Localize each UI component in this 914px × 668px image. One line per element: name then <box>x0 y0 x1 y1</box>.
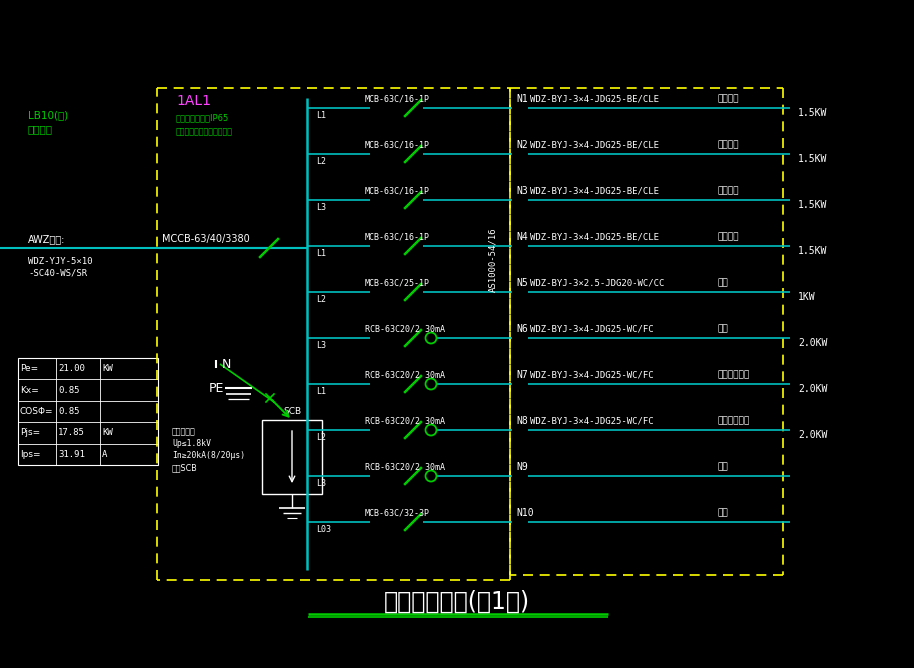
Text: 仓库分配电箱(共1台): 仓库分配电箱(共1台) <box>384 590 530 614</box>
Text: 1KW: 1KW <box>798 292 815 302</box>
Text: Up≤1.8kV: Up≤1.8kV <box>172 440 211 448</box>
Text: AS1000-54/16: AS1000-54/16 <box>488 228 497 293</box>
Text: RCB-63C20/2 30mA: RCB-63C20/2 30mA <box>365 371 445 379</box>
Text: MCCB-63/40/3380: MCCB-63/40/3380 <box>162 234 250 244</box>
Text: 户外型防护等级IP65: 户外型防护等级IP65 <box>176 114 229 122</box>
Text: N1: N1 <box>516 94 527 104</box>
Text: WDZ-BYJ-3×4-JDG25-WC/FC: WDZ-BYJ-3×4-JDG25-WC/FC <box>530 417 654 426</box>
Text: 1.5KW: 1.5KW <box>798 200 827 210</box>
Text: MCB-63C/16-1P: MCB-63C/16-1P <box>365 186 430 196</box>
Text: 仓库插座预留: 仓库插座预留 <box>718 417 750 426</box>
Text: RCB-63C20/2 30mA: RCB-63C20/2 30mA <box>365 462 445 472</box>
Text: RCB-63C20/2 30mA: RCB-63C20/2 30mA <box>365 417 445 426</box>
Text: WDZ-BYJ-3×4-JDG25-WC/FC: WDZ-BYJ-3×4-JDG25-WC/FC <box>530 371 654 379</box>
Text: L2: L2 <box>316 156 326 166</box>
Text: WDZ-BYJ-3×4-JDG25-WC/FC: WDZ-BYJ-3×4-JDG25-WC/FC <box>530 325 654 333</box>
Text: AWZ进线:: AWZ进线: <box>28 234 66 244</box>
Text: MCB-63C/16-1P: MCB-63C/16-1P <box>365 140 430 150</box>
Text: N8: N8 <box>516 416 527 426</box>
Text: 筱内电器元器件采用阻燃型: 筱内电器元器件采用阻燃型 <box>176 128 233 136</box>
Text: 1AL1: 1AL1 <box>176 94 211 108</box>
Text: MCB-63C/32-3P: MCB-63C/32-3P <box>365 508 430 518</box>
Text: 1.5KW: 1.5KW <box>798 246 827 256</box>
Text: -SC40-WS/SR: -SC40-WS/SR <box>28 269 87 277</box>
Text: 21.00: 21.00 <box>58 364 85 373</box>
Text: SCB: SCB <box>283 407 301 417</box>
Text: In≥20kA(8/20μs): In≥20kA(8/20μs) <box>172 452 245 460</box>
Text: 2.0KW: 2.0KW <box>798 384 827 394</box>
Text: RCB-63C20/2 30mA: RCB-63C20/2 30mA <box>365 325 445 333</box>
Text: 备用: 备用 <box>718 462 728 472</box>
Text: L2: L2 <box>316 432 326 442</box>
Text: N9: N9 <box>516 462 527 472</box>
Text: 仓库照明: 仓库照明 <box>718 140 739 150</box>
Text: COSΦ=: COSΦ= <box>20 407 54 416</box>
Text: LB10(改): LB10(改) <box>28 110 69 120</box>
Text: L3: L3 <box>316 202 326 212</box>
Text: 节能看控器: 节能看控器 <box>172 428 196 436</box>
Text: L3: L3 <box>316 341 326 349</box>
Text: 2.0KW: 2.0KW <box>798 430 827 440</box>
Text: L1: L1 <box>316 387 326 395</box>
Text: L1: L1 <box>316 110 326 120</box>
Text: MCB-63C/25-1P: MCB-63C/25-1P <box>365 279 430 287</box>
Bar <box>262 420 322 494</box>
Text: L1: L1 <box>316 248 326 257</box>
Text: PE: PE <box>209 381 224 395</box>
Text: L03: L03 <box>316 524 331 534</box>
Text: 照明: 照明 <box>718 279 728 287</box>
Text: 2.0KW: 2.0KW <box>798 338 827 348</box>
Text: Pe=: Pe= <box>20 364 38 373</box>
Text: 17.85: 17.85 <box>58 428 85 438</box>
Text: 厂家订货: 厂家订货 <box>28 124 53 134</box>
Text: N2: N2 <box>516 140 527 150</box>
Text: 1.5KW: 1.5KW <box>798 108 827 118</box>
Text: N: N <box>222 357 231 371</box>
Text: Kx=: Kx= <box>20 385 38 395</box>
Text: 0.85: 0.85 <box>58 407 80 416</box>
Text: MCB-63C/16-1P: MCB-63C/16-1P <box>365 94 430 104</box>
Text: Ips=: Ips= <box>20 450 40 459</box>
Text: 1.5KW: 1.5KW <box>798 154 827 164</box>
Text: Pjs=: Pjs= <box>20 428 40 438</box>
Text: 仓库照明: 仓库照明 <box>718 186 739 196</box>
Text: WDZ-BYJ-3×2.5-JDG20-WC/CC: WDZ-BYJ-3×2.5-JDG20-WC/CC <box>530 279 664 287</box>
Text: MCB-63C/16-1P: MCB-63C/16-1P <box>365 232 430 242</box>
Text: KW: KW <box>102 428 112 438</box>
Text: 备用: 备用 <box>718 508 728 518</box>
Text: WDZ-YJY-5×10: WDZ-YJY-5×10 <box>28 257 92 265</box>
Text: A: A <box>102 450 107 459</box>
Text: 勜次SCB: 勜次SCB <box>172 464 197 472</box>
Text: 31.91: 31.91 <box>58 450 85 459</box>
Text: WDZ-BYJ-3×4-JDG25-BE/CLE: WDZ-BYJ-3×4-JDG25-BE/CLE <box>530 186 659 196</box>
Text: KW: KW <box>102 364 112 373</box>
Text: 0.85: 0.85 <box>58 385 80 395</box>
Text: N10: N10 <box>516 508 534 518</box>
Text: 插座: 插座 <box>718 325 728 333</box>
Text: N3: N3 <box>516 186 527 196</box>
Text: N5: N5 <box>516 278 527 288</box>
Text: N4: N4 <box>516 232 527 242</box>
Text: 仓库照明: 仓库照明 <box>718 232 739 242</box>
Text: L3: L3 <box>316 478 326 488</box>
Text: WDZ-BYJ-3×4-JDG25-BE/CLE: WDZ-BYJ-3×4-JDG25-BE/CLE <box>530 140 659 150</box>
Text: N6: N6 <box>516 324 527 334</box>
Text: 仓库照明: 仓库照明 <box>718 94 739 104</box>
Text: 仓库插座预留: 仓库插座预留 <box>718 371 750 379</box>
Text: WDZ-BYJ-3×4-JDG25-BE/CLE: WDZ-BYJ-3×4-JDG25-BE/CLE <box>530 232 659 242</box>
Text: WDZ-BYJ-3×4-JDG25-BE/CLE: WDZ-BYJ-3×4-JDG25-BE/CLE <box>530 94 659 104</box>
Bar <box>18 358 158 465</box>
Text: L2: L2 <box>316 295 326 303</box>
Text: N7: N7 <box>516 370 527 380</box>
